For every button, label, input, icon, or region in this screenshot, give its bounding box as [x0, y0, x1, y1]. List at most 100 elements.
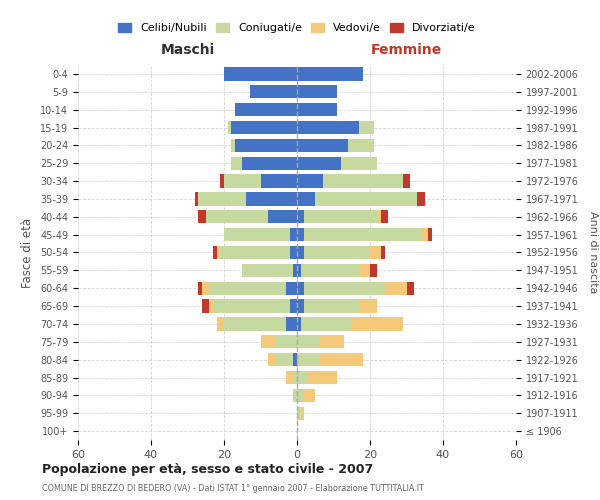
Text: Maschi: Maschi — [160, 44, 215, 58]
Bar — [224, 174, 260, 188]
Bar — [418, 192, 425, 205]
Bar — [199, 210, 206, 224]
Bar — [319, 353, 362, 366]
Bar — [297, 174, 323, 188]
Bar — [209, 282, 286, 295]
Bar — [381, 246, 385, 259]
Bar — [297, 67, 362, 80]
Bar — [297, 371, 308, 384]
Bar — [290, 228, 297, 241]
Bar — [297, 353, 319, 366]
Bar — [213, 300, 290, 313]
Bar — [297, 156, 341, 170]
Bar — [304, 228, 421, 241]
Bar — [359, 264, 370, 277]
Bar — [293, 371, 297, 384]
Bar — [297, 246, 304, 259]
Bar — [297, 192, 315, 205]
Bar — [232, 156, 242, 170]
Bar — [290, 300, 297, 313]
Bar — [352, 317, 403, 330]
Bar — [297, 228, 304, 241]
Text: COMUNE DI BREZZO DI BEDERO (VA) - Dati ISTAT 1° gennaio 2007 - Elaborazione TUTT: COMUNE DI BREZZO DI BEDERO (VA) - Dati I… — [42, 484, 424, 493]
Bar — [359, 300, 377, 313]
Bar — [297, 406, 301, 420]
Bar — [220, 246, 290, 259]
Bar — [275, 353, 293, 366]
Bar — [297, 138, 348, 152]
Bar — [304, 246, 370, 259]
Bar — [293, 353, 297, 366]
Legend: Celibi/Nubili, Coniugati/e, Vedovi/e, Divorziati/e: Celibi/Nubili, Coniugati/e, Vedovi/e, Di… — [114, 18, 480, 38]
Bar — [297, 210, 304, 224]
Bar — [304, 282, 385, 295]
Bar — [297, 85, 337, 98]
Bar — [224, 228, 290, 241]
Bar — [209, 300, 213, 313]
Bar — [301, 317, 352, 330]
Bar — [220, 174, 224, 188]
Bar — [297, 103, 337, 117]
Bar — [403, 174, 410, 188]
Y-axis label: Anni di nascita: Anni di nascita — [588, 211, 598, 294]
Bar — [308, 371, 337, 384]
Bar — [341, 156, 377, 170]
Bar — [202, 300, 209, 313]
Bar — [286, 317, 297, 330]
Bar — [348, 138, 374, 152]
Bar — [246, 192, 297, 205]
Bar — [290, 246, 297, 259]
Bar — [224, 67, 297, 80]
Bar — [224, 317, 286, 330]
Bar — [286, 282, 297, 295]
Bar — [301, 406, 304, 420]
Bar — [195, 192, 199, 205]
Bar — [297, 264, 301, 277]
Bar — [199, 282, 202, 295]
Bar — [268, 210, 297, 224]
Bar — [304, 300, 359, 313]
Bar — [286, 371, 293, 384]
Bar — [268, 353, 275, 366]
Bar — [297, 300, 304, 313]
Bar — [232, 121, 297, 134]
Bar — [250, 85, 297, 98]
Bar — [323, 174, 403, 188]
Bar — [407, 282, 414, 295]
Text: Femmine: Femmine — [371, 44, 442, 58]
Bar — [275, 335, 297, 348]
Bar — [377, 210, 381, 224]
Bar — [227, 121, 232, 134]
Bar — [260, 335, 275, 348]
Bar — [242, 156, 297, 170]
Bar — [235, 138, 297, 152]
Bar — [304, 210, 377, 224]
Bar — [297, 121, 359, 134]
Bar — [235, 103, 297, 117]
Bar — [304, 388, 315, 402]
Bar — [359, 121, 374, 134]
Bar — [315, 192, 418, 205]
Bar — [370, 246, 381, 259]
Bar — [260, 174, 297, 188]
Bar — [297, 388, 304, 402]
Bar — [199, 192, 246, 205]
Bar — [297, 317, 301, 330]
Bar — [370, 264, 377, 277]
Bar — [242, 264, 293, 277]
Bar — [232, 138, 235, 152]
Bar — [428, 228, 432, 241]
Bar — [385, 282, 407, 295]
Y-axis label: Fasce di età: Fasce di età — [22, 218, 34, 288]
Bar — [202, 282, 209, 295]
Bar — [297, 282, 304, 295]
Bar — [206, 210, 268, 224]
Text: Popolazione per età, sesso e stato civile - 2007: Popolazione per età, sesso e stato civil… — [42, 462, 373, 475]
Bar — [381, 210, 388, 224]
Bar — [421, 228, 428, 241]
Bar — [213, 246, 217, 259]
Bar — [293, 388, 297, 402]
Bar — [297, 335, 319, 348]
Bar — [301, 264, 359, 277]
Bar — [319, 335, 344, 348]
